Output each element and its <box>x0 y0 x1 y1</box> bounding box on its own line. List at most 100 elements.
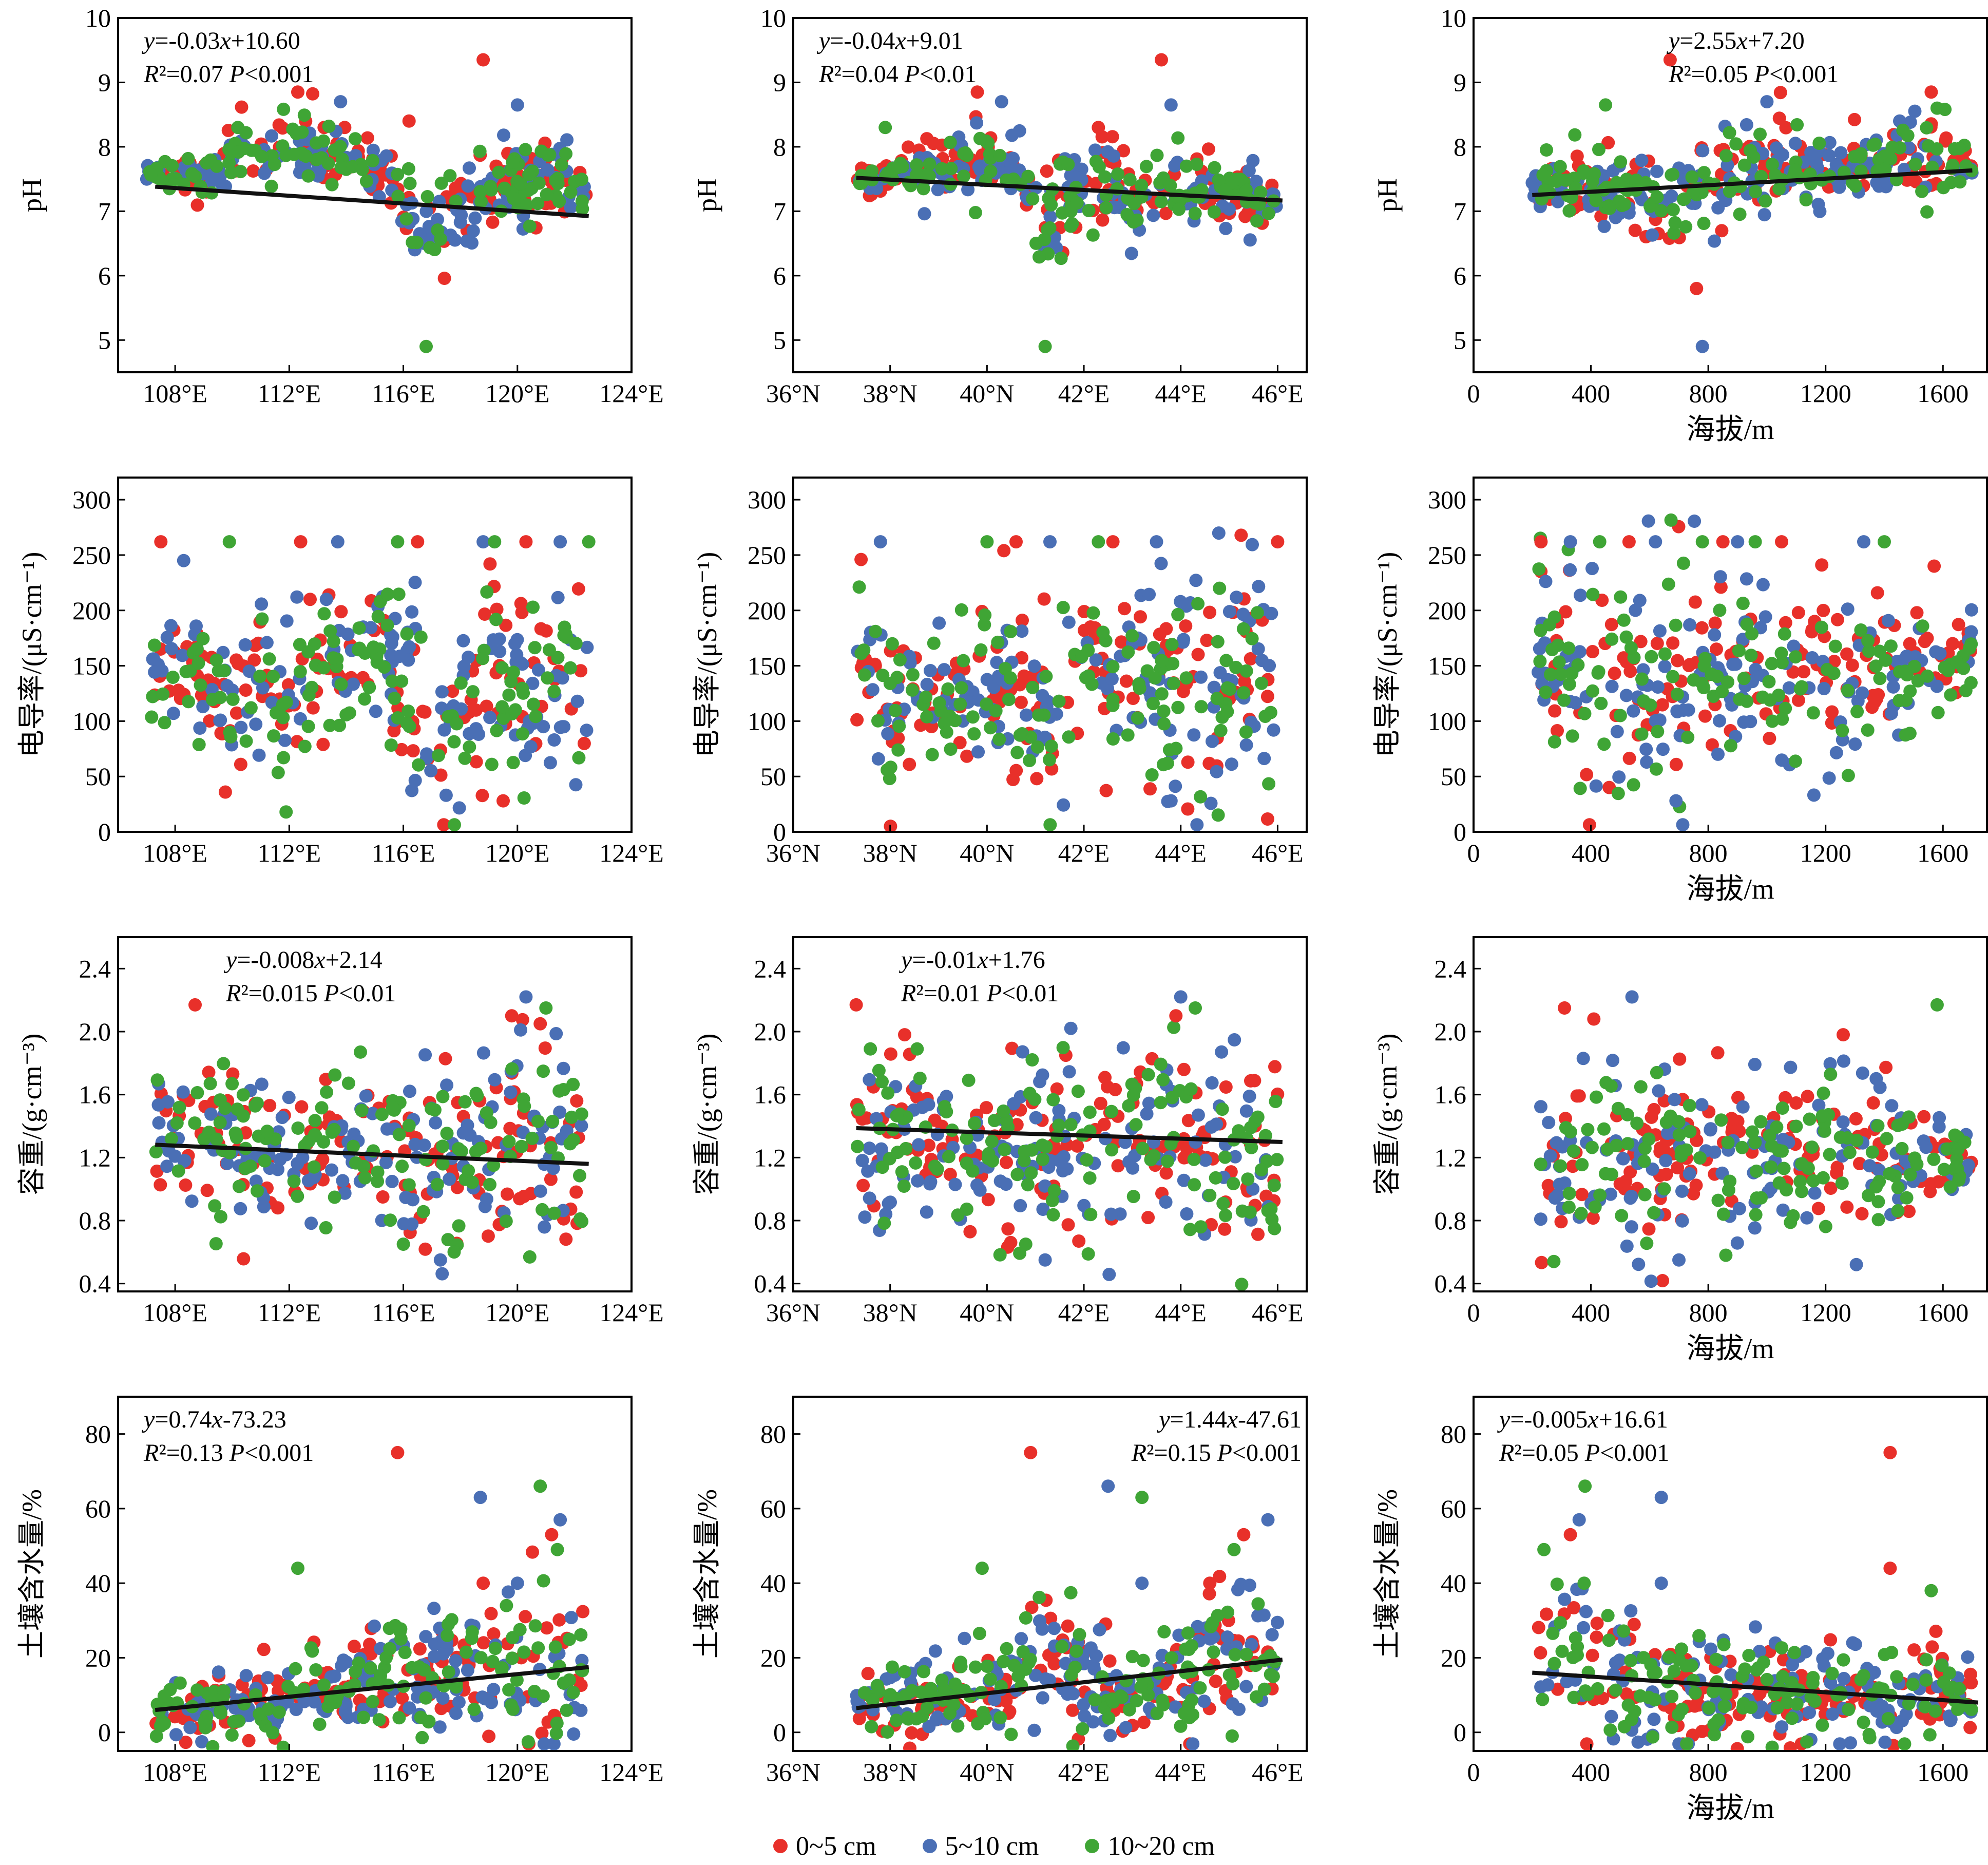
data-point <box>1071 1084 1085 1098</box>
data-point <box>1562 1200 1576 1214</box>
data-point-outlier <box>334 95 348 109</box>
data-point <box>435 1267 449 1281</box>
data-point <box>434 176 448 190</box>
data-point <box>1016 614 1029 627</box>
data-point <box>1539 686 1553 699</box>
data-point <box>319 593 333 606</box>
data-point <box>1226 1697 1239 1711</box>
data-point <box>341 1076 355 1090</box>
data-point-outlier <box>1690 281 1704 295</box>
data-point <box>279 148 293 162</box>
data-point <box>927 636 941 650</box>
data-point <box>1597 737 1611 751</box>
data-point <box>461 179 475 193</box>
data-point <box>360 131 374 145</box>
data-point <box>1922 139 1936 153</box>
data-point <box>1210 765 1224 778</box>
data-point <box>574 1628 588 1642</box>
data-point <box>1908 158 1922 171</box>
data-point <box>412 758 426 772</box>
data-point <box>306 87 319 101</box>
data-point <box>1651 725 1665 738</box>
data-point <box>1574 588 1587 602</box>
data-point <box>434 1702 448 1716</box>
data-point <box>1853 150 1867 164</box>
data-point <box>852 1103 866 1117</box>
data-point <box>1134 1680 1148 1694</box>
data-point <box>495 1661 509 1675</box>
scatter-points <box>1532 1445 1979 1751</box>
data-point <box>513 1623 527 1636</box>
data-point <box>1953 142 1966 156</box>
data-point <box>290 590 304 604</box>
y-tick-label: 6 <box>98 261 111 290</box>
data-point <box>1257 752 1271 766</box>
data-point <box>1131 711 1144 725</box>
x-tick-label: 38°N <box>863 1758 917 1786</box>
data-point <box>1575 1158 1589 1172</box>
data-point <box>1171 700 1185 714</box>
data-point <box>328 1669 341 1683</box>
data-point <box>906 668 920 681</box>
data-point <box>1903 1168 1917 1182</box>
scatter-points <box>1532 513 1978 832</box>
data-point <box>1907 1643 1921 1657</box>
y-tick-label: 250 <box>748 541 786 569</box>
data-point <box>317 1678 331 1692</box>
data-point <box>1228 1033 1241 1046</box>
data-point <box>301 169 315 183</box>
y-axis-label: pH <box>692 178 722 212</box>
data-point <box>1775 712 1789 726</box>
data-point <box>1855 1207 1869 1221</box>
data-point <box>1647 1712 1661 1726</box>
data-point <box>1155 654 1169 668</box>
plot-frame <box>792 17 1308 373</box>
data-point-outlier <box>1038 339 1052 353</box>
data-point <box>1605 679 1619 693</box>
data-point <box>327 635 340 648</box>
data-point <box>1195 183 1209 197</box>
data-point <box>1730 1742 1744 1751</box>
data-point <box>225 1728 239 1742</box>
data-point <box>968 1660 982 1674</box>
data-point <box>1567 1601 1581 1614</box>
data-point <box>1565 729 1579 743</box>
data-point <box>147 638 161 652</box>
data-point <box>1795 1185 1809 1198</box>
data-point <box>1588 1200 1602 1214</box>
data-point <box>169 1728 183 1742</box>
data-point <box>575 173 588 186</box>
data-point <box>334 677 348 691</box>
data-point <box>403 177 417 191</box>
data-point <box>484 180 498 194</box>
data-point <box>364 621 378 635</box>
data-point <box>1878 149 1891 163</box>
data-point <box>1154 557 1168 570</box>
data-point <box>1910 1157 1924 1171</box>
data-point <box>1559 1121 1573 1135</box>
data-point <box>1774 646 1788 660</box>
data-point <box>1837 1054 1850 1068</box>
data-point <box>941 682 955 696</box>
data-point <box>546 1115 560 1128</box>
data-point <box>362 680 376 694</box>
data-point <box>1148 671 1162 685</box>
data-point <box>188 1116 202 1130</box>
data-point <box>1194 1220 1208 1234</box>
data-point <box>1045 1193 1059 1207</box>
data-point <box>1119 1721 1133 1735</box>
data-point <box>992 732 1006 746</box>
data-point <box>1205 1218 1218 1231</box>
data-point <box>967 727 981 741</box>
data-point <box>1744 715 1757 729</box>
x-tick-label: 40°N <box>960 839 1014 867</box>
data-point <box>897 1665 911 1679</box>
y-tick-label: 0.8 <box>754 1206 787 1235</box>
data-point <box>1848 737 1862 751</box>
data-point <box>178 1154 192 1168</box>
data-point <box>909 1156 923 1170</box>
regression-stats: R²=0.15 P<0.001 <box>1131 1439 1302 1467</box>
chart-panel-b3: 0 400 800 1200 16000.40.81.21.62.02.4容重/(g·c… <box>1372 936 1988 1365</box>
data-point <box>208 1199 222 1213</box>
data-point <box>571 582 585 596</box>
